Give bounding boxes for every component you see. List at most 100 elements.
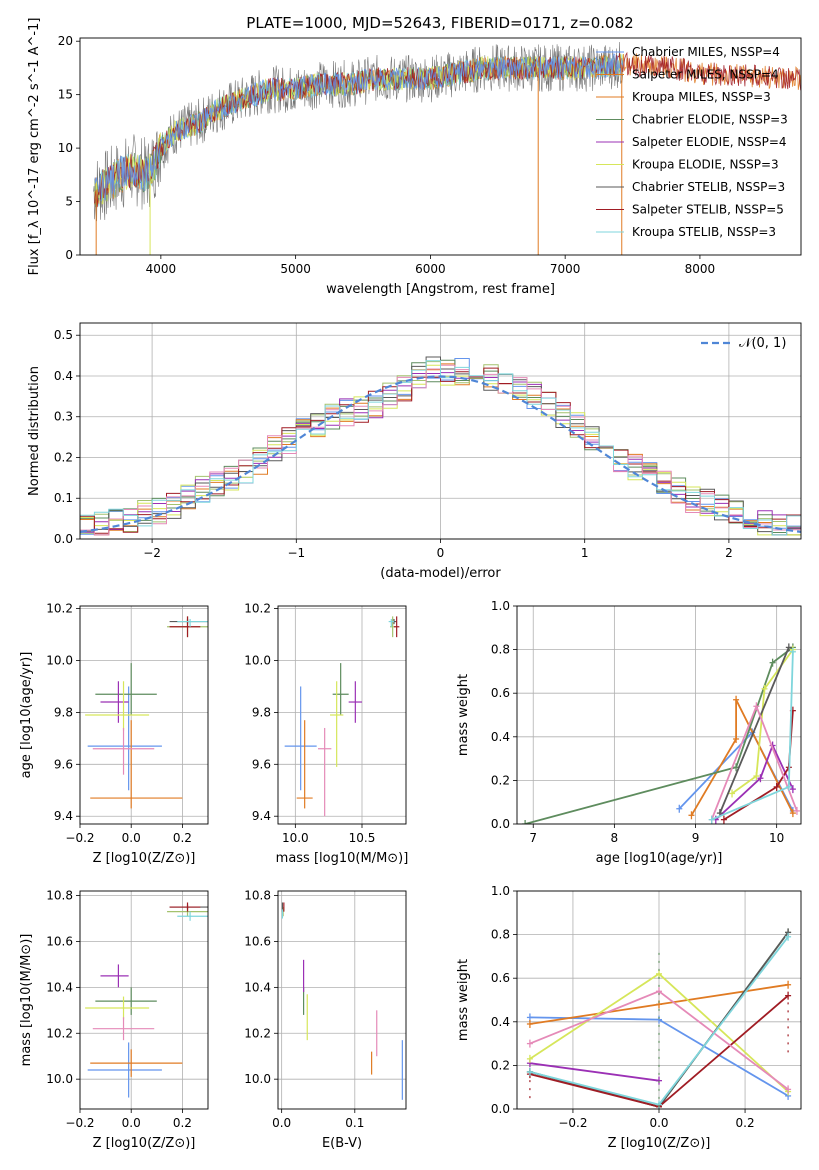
y-tick-label: 0.5 [54,328,73,342]
x-tick-label: 0.2 [736,1116,755,1130]
x-tick-label: 10 [769,831,784,845]
y-tick-label: 9.4 [252,809,271,823]
legend-label: Salpeter ELODIE, NSSP=4 [632,135,787,149]
figure-title: PLATE=1000, MJD=52643, FIBERID=0171, z=0… [246,14,633,32]
y-tick-label: 1.0 [491,599,510,613]
x-tick-label: 2 [725,546,733,560]
spectrum-plot-area [93,41,801,255]
weight-line [719,647,790,814]
y-tick-label: 10.2 [244,602,271,616]
axes-frame [277,890,407,1110]
mass_vs_ebv-plot-area [281,902,403,1100]
x-tick-label: 0 [437,546,445,560]
y-tick-label: 15 [58,88,73,102]
age_vs_mass-plot-area [284,616,400,817]
y-tick-label: 10.0 [244,1072,271,1086]
y-tick-label: 0.0 [54,532,73,546]
y-axis-label: Flux [f_λ 10^-17 erg cm^-2 s^-1 A^-1] [27,18,42,276]
y-tick-label: 9.8 [54,705,73,719]
weight_vs_Z-panel: −0.2 0.0 0.2 0.0 0.2 0.4 0.6 0.8 1.0 Z [log10(Z/Z… [456,884,802,1151]
legend-label: 𝒩(0, 1) [739,336,786,351]
x-tick-label: 8 [611,831,619,845]
x-axis-label: age [log10(age/yr)] [596,851,723,866]
weight-line [678,730,794,812]
y-tick-label: 10.0 [244,654,271,668]
x-axis-label: mass [log10(M/M⊙)] [276,851,409,866]
y-tick-label: 10.0 [46,654,73,668]
y-tick-label: 10.6 [46,934,73,948]
axes-frame [79,322,802,540]
x-tick-label: 5000 [280,262,311,276]
y-tick-label: 0 [65,248,73,262]
y-axis-label: mass [log10(M/M⊙)] [19,934,34,1067]
y-tick-label: 0.1 [54,491,73,505]
y-axis-label: mass weight [456,674,471,756]
y-tick-label: 10.2 [244,1026,271,1040]
residual-histogram [80,360,801,536]
residuals-panel: −2 −1 0 1 2 0.0 0.1 0.2 0.3 0.4 0.5 (data-model)/er… [27,322,802,581]
y-axis-label: mass weight [456,959,471,1041]
spectrum-model-line [94,53,624,202]
y-tick-label: 10 [58,141,73,155]
age_vs_Z-panel: −0.2 0.0 0.2 9.4 9.6 9.8 10.0 10.2 Z [log10(Z/Z⊙… [19,602,209,866]
axes-frame [516,605,802,825]
legend-label: Chabrier ELODIE, NSSP=3 [632,113,788,127]
x-tick-label: 9 [692,831,700,845]
legend-label: Kroupa ELODIE, NSSP=3 [632,158,779,172]
x-tick-label: −0.2 [558,1116,587,1130]
y-tick-label: 0.4 [491,730,510,744]
axes-frame [516,890,802,1110]
x-axis-label: E(B-V) [322,1136,362,1151]
x-tick-label: 0.1 [345,1116,364,1130]
mass_vs_Z-panel: −0.2 0.0 0.2 10.0 10.2 10.4 10.6 10.8 Z [log10(Z… [19,889,209,1151]
legend-label: Chabrier STELIB, NSSP=3 [632,180,785,194]
x-axis-label: wavelength [Angstrom, rest frame] [326,282,555,297]
y-tick-label: 0.8 [491,643,510,657]
x-tick-label: 4000 [146,262,177,276]
axes-frame [79,605,209,825]
x-tick-label: −1 [287,546,305,560]
y-tick-label: 10.8 [46,889,73,903]
y-tick-label: 0.2 [54,450,73,464]
y-tick-label: 20 [58,34,73,48]
y-tick-label: 0.6 [491,686,510,700]
y-tick-label: 0.4 [54,369,73,383]
y-tick-label: 0.4 [491,1015,510,1029]
mass_vs_ebv-panel: 0.0 0.1 10.0 10.2 10.4 10.6 10.8 E(B-V) [244,889,407,1151]
weight_vs_age-plot-area [522,643,800,824]
age_vs_Z-plot-area [85,616,208,809]
y-tick-label: 10.6 [244,934,271,948]
y-tick-label: 10.4 [244,980,271,994]
y-tick-label: 0.0 [491,1102,510,1116]
age_vs_mass-panel: 10.0 10.5 9.4 9.6 9.8 10.0 10.2 mass [log10(M/M… [244,602,408,866]
y-axis-label: Normed distribution [27,366,42,496]
y-tick-label: 1.0 [491,884,510,898]
legend-label: Salpeter MILES, NSSP=4 [632,68,779,82]
x-tick-label: 7000 [550,262,581,276]
weight_vs_Z-plot-area [526,928,792,1109]
x-tick-label: 0.0 [122,1116,141,1130]
y-tick-label: 9.4 [54,809,73,823]
weight-line [731,649,794,795]
x-tick-label: 10.5 [349,831,376,845]
y-tick-label: 9.8 [252,705,271,719]
spectrum-panel: 4000 5000 6000 7000 8000 0 5 10 15 20 wavelength [… [27,18,802,297]
y-tick-label: 0.8 [491,928,510,942]
y-tick-label: 0.0 [491,817,510,831]
x-tick-label: 6000 [415,262,446,276]
x-tick-label: 0.2 [173,1116,192,1130]
y-tick-label: 0.2 [491,1058,510,1072]
x-tick-label: 8000 [685,262,716,276]
y-tick-label: 10.0 [46,1072,73,1086]
weight-line [715,743,794,821]
x-tick-label: −0.2 [65,831,94,845]
y-axis-label: age [log10(age/yr)] [19,652,34,779]
y-tick-label: 10.4 [46,980,73,994]
y-tick-label: 10.2 [46,1026,73,1040]
x-tick-label: −0.2 [65,1116,94,1130]
axes-frame [277,605,407,825]
x-axis-label: Z [log10(Z/Z⊙)] [93,1136,196,1151]
y-tick-label: 0.2 [491,773,510,787]
x-tick-label: 0.0 [649,1116,668,1130]
